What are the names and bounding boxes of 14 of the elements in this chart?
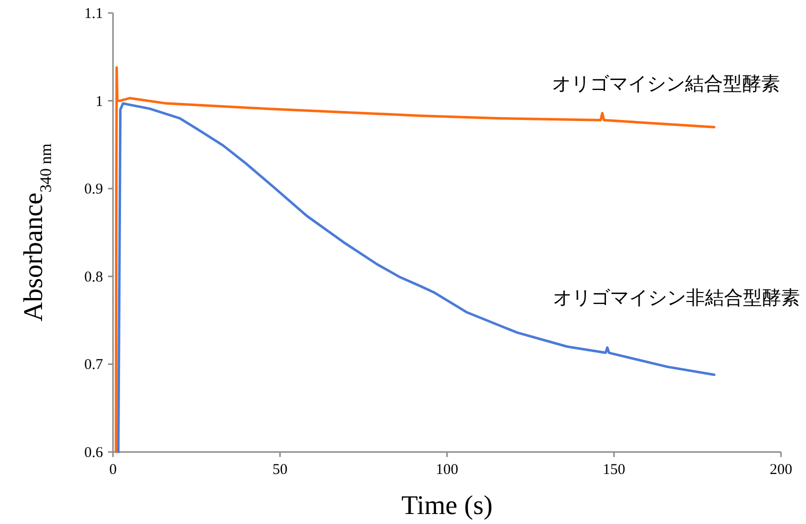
y-tick-label: 0.7: [84, 357, 104, 374]
series-label: オリゴマイシン非結合型酵素: [553, 288, 800, 309]
x-axis-title: Time (s): [401, 490, 493, 520]
x-tick-label: 0: [109, 462, 117, 478]
y-tick-label: 1: [96, 94, 103, 110]
x-tick-label: 50: [272, 462, 288, 478]
y-tick-label: 0.6: [84, 445, 104, 461]
y-tick-label: 1.1: [84, 6, 103, 22]
x-tick-label: 200: [770, 462, 792, 478]
y-tick-label: 0.8: [84, 269, 103, 286]
y-tick-label: 0.9: [84, 182, 103, 198]
series-label: オリゴマイシン結合型酵素: [552, 74, 780, 95]
x-tick-label: 150: [602, 462, 626, 478]
x-tick-label: 100: [436, 462, 458, 478]
